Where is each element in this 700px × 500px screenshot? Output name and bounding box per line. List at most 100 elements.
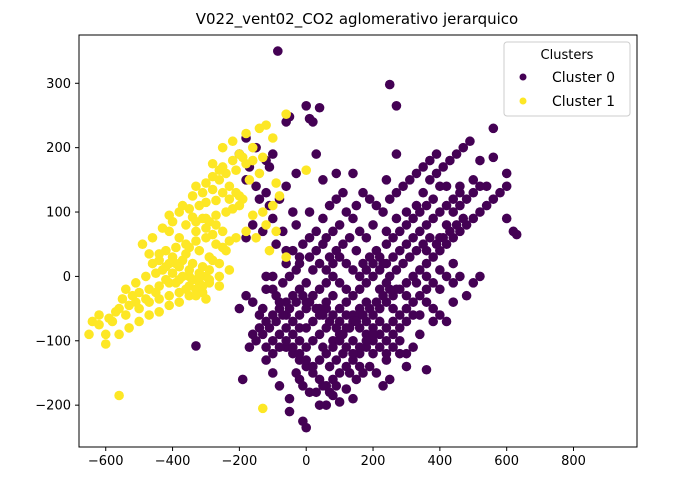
point-cluster-0	[294, 323, 305, 333]
point-cluster-0	[338, 348, 348, 359]
point-cluster-0	[301, 278, 312, 288]
point-cluster-0	[341, 310, 352, 320]
point-cluster-1	[157, 223, 168, 233]
point-cluster-0	[431, 168, 442, 179]
point-cluster-0	[288, 342, 298, 353]
point-cluster-0	[404, 252, 415, 262]
point-cluster-1	[144, 249, 154, 259]
point-cluster-1	[131, 278, 141, 288]
point-cluster-0	[291, 297, 301, 307]
point-cluster-0	[291, 168, 301, 179]
point-cluster-1	[281, 109, 291, 119]
point-cluster-1	[191, 290, 201, 301]
point-cluster-0	[328, 290, 338, 301]
point-cluster-1	[217, 162, 228, 172]
point-cluster-0	[378, 290, 388, 301]
point-cluster-1	[251, 232, 261, 243]
point-cluster-1	[197, 187, 208, 198]
point-cluster-1	[177, 200, 188, 211]
point-cluster-0	[461, 194, 472, 204]
point-cluster-0	[318, 213, 328, 224]
point-cluster-0	[301, 342, 312, 353]
point-cluster-1	[141, 271, 151, 282]
point-cluster-0	[278, 310, 288, 320]
point-cluster-0	[388, 329, 398, 340]
point-cluster-0	[311, 245, 322, 256]
point-cluster-0	[451, 220, 462, 230]
point-cluster-1	[271, 178, 281, 188]
point-cluster-0	[311, 387, 322, 398]
point-cluster-0	[268, 149, 278, 159]
point-cluster-0	[304, 387, 315, 398]
point-cluster-1	[151, 287, 161, 298]
point-cluster-0	[281, 335, 291, 346]
point-cluster-0	[268, 271, 278, 282]
point-cluster-0	[448, 297, 459, 307]
point-cluster-1	[131, 297, 141, 307]
point-cluster-0	[301, 355, 312, 365]
point-cluster-0	[328, 342, 338, 353]
point-cluster-0	[475, 207, 485, 217]
point-cluster-0	[348, 265, 358, 275]
point-cluster-0	[274, 297, 285, 307]
point-cluster-0	[364, 303, 375, 314]
point-cluster-0	[237, 374, 248, 385]
point-cluster-0	[408, 297, 418, 307]
x-tick-label: −600	[88, 454, 124, 469]
point-cluster-0	[431, 239, 442, 250]
point-cluster-0	[304, 232, 315, 243]
point-cluster-0	[421, 271, 432, 282]
point-cluster-0	[428, 252, 438, 262]
point-cluster-1	[110, 307, 121, 317]
point-cluster-1	[181, 249, 191, 259]
point-cluster-0	[394, 335, 405, 346]
point-cluster-0	[281, 117, 291, 127]
point-cluster-0	[411, 278, 422, 288]
point-cluster-0	[415, 329, 425, 340]
point-cluster-1	[114, 329, 124, 340]
point-cluster-0	[421, 220, 432, 230]
point-cluster-1	[268, 133, 278, 143]
point-cluster-0	[298, 290, 308, 301]
point-cluster-0	[234, 303, 245, 314]
point-cluster-0	[314, 400, 325, 410]
point-cluster-0	[455, 181, 465, 192]
point-cluster-0	[318, 381, 328, 391]
point-cluster-0	[281, 323, 291, 333]
point-cluster-0	[278, 226, 288, 237]
point-cluster-0	[475, 181, 485, 192]
point-cluster-0	[291, 220, 301, 230]
point-cluster-0	[324, 387, 335, 398]
point-cluster-1	[141, 294, 151, 304]
point-cluster-1	[167, 216, 178, 227]
point-cluster-1	[257, 152, 268, 163]
point-cluster-0	[441, 316, 452, 327]
point-cluster-0	[361, 335, 372, 346]
point-cluster-0	[314, 355, 325, 365]
point-cluster-0	[415, 290, 425, 301]
point-cluster-0	[501, 168, 512, 179]
point-cluster-0	[394, 323, 405, 333]
point-cluster-1	[254, 123, 265, 134]
point-cluster-0	[294, 258, 305, 269]
point-cluster-0	[351, 316, 362, 327]
point-cluster-0	[318, 310, 328, 320]
point-cluster-1	[271, 226, 281, 237]
point-cluster-0	[284, 303, 295, 314]
point-cluster-0	[354, 271, 365, 282]
point-cluster-1	[244, 175, 255, 185]
point-cluster-0	[364, 194, 375, 204]
point-cluster-0	[371, 368, 382, 378]
point-cluster-0	[475, 271, 485, 282]
point-cluster-1	[201, 232, 211, 243]
point-cluster-0	[501, 213, 512, 224]
x-tick-label: 200	[361, 454, 386, 469]
point-cluster-0	[301, 101, 312, 111]
point-cluster-0	[428, 316, 438, 327]
point-cluster-0	[394, 310, 405, 320]
point-cluster-1	[217, 142, 228, 153]
point-cluster-0	[374, 342, 385, 353]
point-cluster-1	[224, 265, 235, 275]
point-cluster-0	[314, 102, 325, 113]
point-cluster-1	[301, 165, 312, 175]
